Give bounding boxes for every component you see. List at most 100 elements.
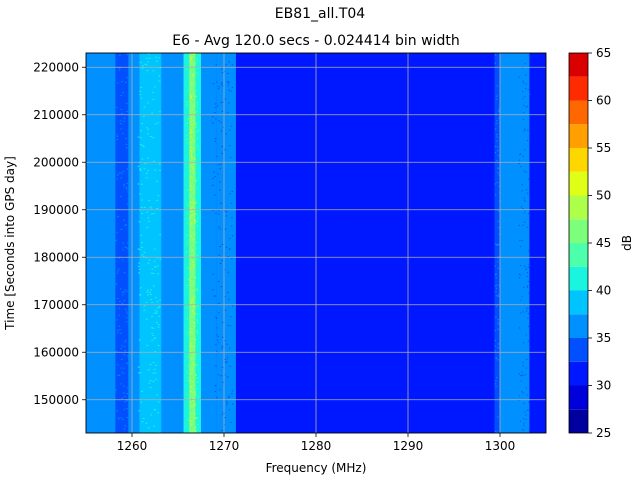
heatmap-speckle	[118, 69, 121, 71]
heatmap-speckle	[139, 94, 142, 96]
heatmap-speckle	[524, 87, 527, 89]
heatmap-speckle	[124, 246, 126, 248]
heatmap-speckle	[231, 393, 233, 395]
heatmap-speckle	[187, 379, 190, 381]
heatmap-speckle	[116, 136, 119, 138]
heatmap-speckle	[224, 340, 226, 342]
heatmap-speckle	[527, 213, 530, 215]
heatmap-speckle	[222, 336, 224, 338]
heatmap-speckle	[497, 346, 499, 349]
heatmap-speckle	[352, 386, 355, 388]
heatmap-speckle	[151, 302, 154, 304]
heatmap-speckle	[192, 53, 195, 55]
heatmap-speckle	[346, 100, 348, 102]
heatmap-speckle	[140, 97, 143, 99]
heatmap-speckle	[190, 285, 193, 287]
heatmap-speckle	[117, 364, 119, 366]
heatmap-speckle	[523, 418, 525, 420]
heatmap-speckle	[190, 343, 192, 345]
heatmap-speckle	[342, 309, 344, 311]
heatmap-speckle	[190, 235, 192, 237]
heatmap-speckle	[224, 149, 226, 151]
heatmap-speckle	[153, 260, 156, 262]
heatmap-speckle	[193, 345, 196, 347]
heatmap-speckle	[147, 128, 149, 130]
heatmap-speckle	[120, 109, 123, 111]
heatmap-speckle	[157, 273, 159, 275]
heatmap-speckle	[349, 311, 352, 313]
chart-subtitle: E6 - Avg 120.0 secs - 0.024414 bin width	[172, 33, 459, 49]
heatmap-speckle	[123, 392, 125, 394]
heatmap-speckle	[350, 59, 353, 61]
heatmap-speckle	[187, 243, 189, 245]
heatmap-speckle	[216, 155, 218, 157]
colorbar-segment	[569, 76, 588, 101]
heatmap-speckle	[347, 278, 349, 280]
heatmap-speckle	[497, 150, 499, 152]
heatmap-speckle	[155, 312, 158, 314]
heatmap-speckle	[229, 347, 231, 349]
heatmap-speckle	[138, 262, 141, 264]
heatmap-speckle	[494, 329, 496, 332]
heatmap-speckle	[141, 254, 144, 256]
heatmap-speckle	[519, 153, 521, 155]
heatmap-speckle	[338, 399, 340, 402]
heatmap-speckle	[192, 364, 195, 366]
y-axis-label: Time [Seconds into GPS day]	[3, 156, 17, 331]
heatmap-speckle	[219, 189, 221, 191]
heatmap-speckle	[128, 323, 130, 325]
heatmap-speckle	[151, 268, 154, 270]
heatmap-speckle	[339, 346, 342, 348]
heatmap-speckle	[348, 99, 350, 101]
heatmap-speckle	[339, 207, 342, 209]
heatmap-speckle	[498, 185, 500, 187]
heatmap-speckle	[522, 392, 524, 394]
heatmap-speckle	[123, 428, 126, 430]
heatmap-speckle	[116, 107, 118, 109]
heatmap-speckle	[357, 203, 359, 205]
heatmap-speckle	[356, 67, 358, 69]
heatmap-speckle	[189, 201, 192, 203]
heatmap-speckle	[231, 390, 234, 392]
heatmap-speckle	[196, 319, 198, 321]
heatmap-speckle	[148, 292, 151, 294]
heatmap-speckle	[355, 362, 358, 364]
heatmap-speckle	[193, 140, 195, 142]
heatmap-speckle	[123, 272, 126, 274]
heatmap-speckle	[147, 294, 149, 296]
heatmap-speckle	[152, 70, 155, 72]
heatmap-speckle	[347, 360, 350, 362]
heatmap-speckle	[190, 278, 193, 281]
heatmap-speckle	[197, 305, 200, 307]
heatmap-speckle	[158, 163, 161, 165]
heatmap-speckle	[156, 257, 159, 259]
heatmap-speckle	[338, 402, 340, 405]
heatmap-speckle	[345, 322, 348, 324]
heatmap-speckle	[189, 420, 191, 422]
heatmap-speckle	[356, 357, 359, 359]
heatmap-speckle	[219, 389, 221, 391]
heatmap-speckle	[125, 138, 127, 140]
heatmap-speckle	[126, 203, 129, 205]
heatmap-speckle	[153, 368, 156, 370]
heatmap-speckle	[190, 122, 193, 124]
heatmap-speckle	[214, 175, 216, 177]
heatmap-speckle	[217, 352, 219, 354]
heatmap-speckle	[187, 397, 190, 399]
heatmap-speckle	[190, 97, 192, 99]
heatmap-speckle	[193, 404, 195, 406]
heatmap-speckle	[526, 310, 528, 312]
heatmap-speckle	[192, 100, 194, 103]
heatmap-speckle	[127, 355, 129, 357]
heatmap-speckle	[346, 61, 348, 63]
heatmap-speckle	[189, 279, 192, 281]
heatmap-speckle	[343, 378, 345, 381]
heatmap-speckle	[141, 183, 143, 185]
heatmap-speckle	[231, 235, 234, 237]
heatmap-speckle	[338, 103, 340, 105]
heatmap-speckle	[143, 106, 146, 108]
heatmap-speckle	[126, 168, 128, 170]
heatmap-speckle	[186, 138, 188, 141]
heatmap-speckle	[124, 225, 126, 227]
heatmap-speckle	[340, 238, 343, 241]
